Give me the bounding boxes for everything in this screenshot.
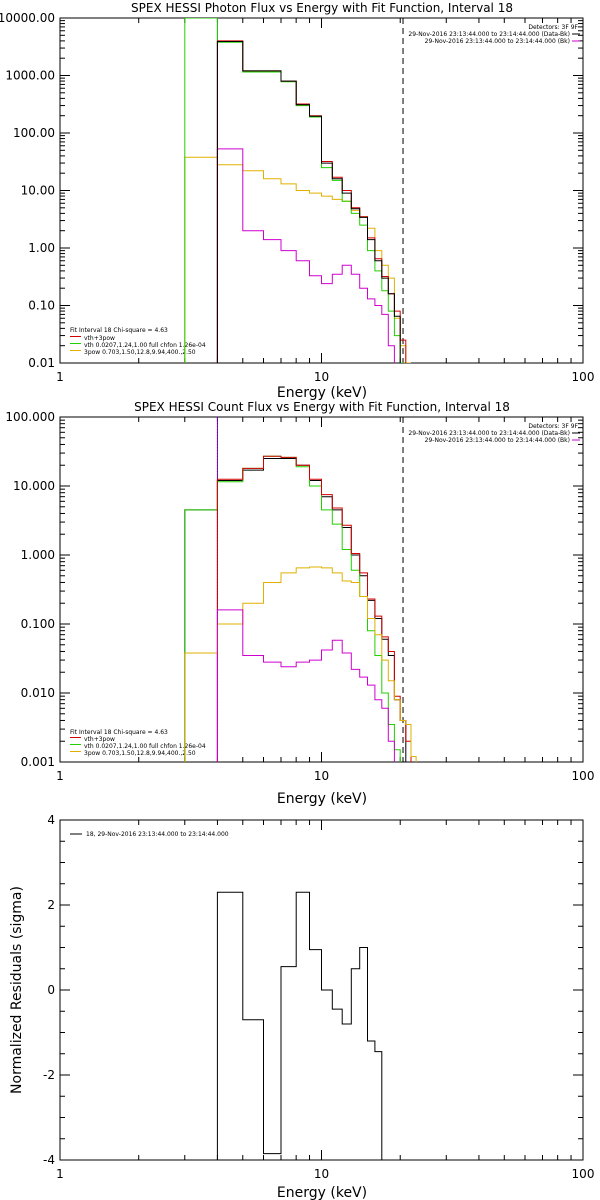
photon-x-tick-label: 100: [572, 370, 595, 384]
count-fit-interval-label: Fit Interval 18 Chi-square = 4.63: [70, 729, 168, 736]
residuals-x-tick-label: 100: [572, 1167, 595, 1181]
photon-y-tick-label: 0.10: [28, 299, 55, 313]
count-x-axis-label: Energy (keV): [277, 791, 367, 807]
residuals-y-tick-label: 4: [47, 813, 55, 827]
photon-y-tick-label: 100.00: [13, 126, 55, 140]
count-detectors-label: Detectors: 3F 9F: [528, 423, 578, 430]
count-series-gold-4: [184, 566, 417, 762]
photon-fit-interval-label: Fit Interval 18 Chi-square = 4.63: [70, 327, 168, 334]
count-chart-title: SPEX HESSI Count Flux vs Energy with Fit…: [134, 400, 510, 414]
photon-y-tick-label: 10000.00: [0, 11, 55, 25]
count-y-tick-label: 0.100: [21, 617, 55, 631]
photon-chart-title: SPEX HESSI Photon Flux vs Energy with Fi…: [131, 1, 513, 15]
photon-series-green-2: [184, 18, 406, 363]
residuals-plot-area: [216, 891, 383, 1160]
photon-x-tick-label: 1: [56, 370, 64, 384]
count-bk-label: 29-Nov-2016 23:13:44.000 to 23:14:44.000…: [425, 437, 570, 444]
photon-x-axis-label: Energy (keV): [277, 385, 367, 401]
count-y-tick-label: 10.000: [13, 479, 55, 493]
photon-flux-panel: SPEX HESSI Photon Flux vs Energy with Fi…: [0, 1, 594, 401]
residuals-x-axis-label: Energy (keV): [277, 1185, 367, 1200]
residuals-y-tick-label: -2: [43, 1068, 55, 1082]
count-series-magenta-5: [216, 609, 395, 762]
count-y-tick-label: 0.010: [21, 686, 55, 700]
photon-y-tick-label: 1000.00: [5, 69, 55, 83]
count-legend-label-2: 3pow 0.703,1.50,12.8,9.94,400.,2.50: [84, 750, 196, 757]
count-legend-label-0: vth+3pow: [84, 736, 115, 743]
count-series-red-3: [216, 455, 412, 762]
photon-legend-label-1: vth 0.0207,1.24,1.00 full chfon 1.26e-04: [84, 342, 206, 349]
photon-y-tick-label: 10.00: [21, 184, 55, 198]
count-x-tick-label: 100: [572, 769, 595, 783]
photon-series-magenta-1: [216, 148, 395, 363]
count-y-tick-label: 0.001: [21, 755, 55, 769]
residuals-x-tick-label: 10: [314, 1167, 329, 1181]
count-plot-area: [184, 417, 417, 762]
count-data-bk-label: 29-Nov-2016 23:13:44.000 to 23:14:44.000…: [408, 430, 570, 437]
residuals-y-axis-label: Normalized Residuals (sigma): [9, 886, 25, 1094]
photon-plot-area: [184, 18, 411, 363]
count-x-tick-label: 10: [314, 769, 329, 783]
residuals-y-tick-label: -4: [43, 1153, 55, 1167]
photon-legend-label-2: 3pow 0.703,1.50,12.8,9.94,400.,2.50: [84, 349, 196, 356]
photon-data-bk-label: 29-Nov-2016 23:13:44.000 to 23:14:44.000…: [408, 31, 570, 38]
residuals-x-tick-label: 1: [56, 1167, 64, 1181]
count-flux-panel: SPEX HESSI Count Flux vs Energy with Fit…: [5, 400, 594, 807]
count-y-tick-label: 100.000: [5, 410, 55, 424]
residuals-y-tick-label: 2: [47, 898, 55, 912]
residuals-panel: Energy (keV) Normalized Residuals (sigma…: [9, 813, 594, 1200]
count-y-tick-label: 1.000: [21, 548, 55, 562]
photon-series-red-3: [216, 40, 407, 363]
count-x-tick-label: 1: [56, 769, 64, 783]
residuals-legend-label: 18, 29-Nov-2016 23:13:44.000 to 23:14:44…: [86, 831, 229, 838]
photon-legend-label-0: vth+3pow: [84, 335, 115, 342]
photon-bk-label: 29-Nov-2016 23:13:44.000 to 23:14:44.000…: [425, 38, 570, 45]
photon-y-tick-label: 1.00: [28, 241, 55, 255]
photon-series-gold-0: [184, 156, 411, 363]
count-plot-frame: [59, 416, 584, 763]
photon-y-tick-label: 0.01: [28, 356, 55, 370]
photon-detectors-label: Detectors: 3F 9F: [528, 24, 578, 31]
photon-plot-frame: [59, 17, 584, 364]
photon-series-black-4: [216, 41, 401, 363]
count-legend-label-1: vth 0.0207,1.24,1.00 full chfon 1.26e-04: [84, 743, 206, 750]
residuals-series-black-0: [216, 891, 383, 1160]
photon-x-tick-label: 10: [314, 370, 329, 384]
residuals-y-tick-label: 0: [47, 983, 55, 997]
